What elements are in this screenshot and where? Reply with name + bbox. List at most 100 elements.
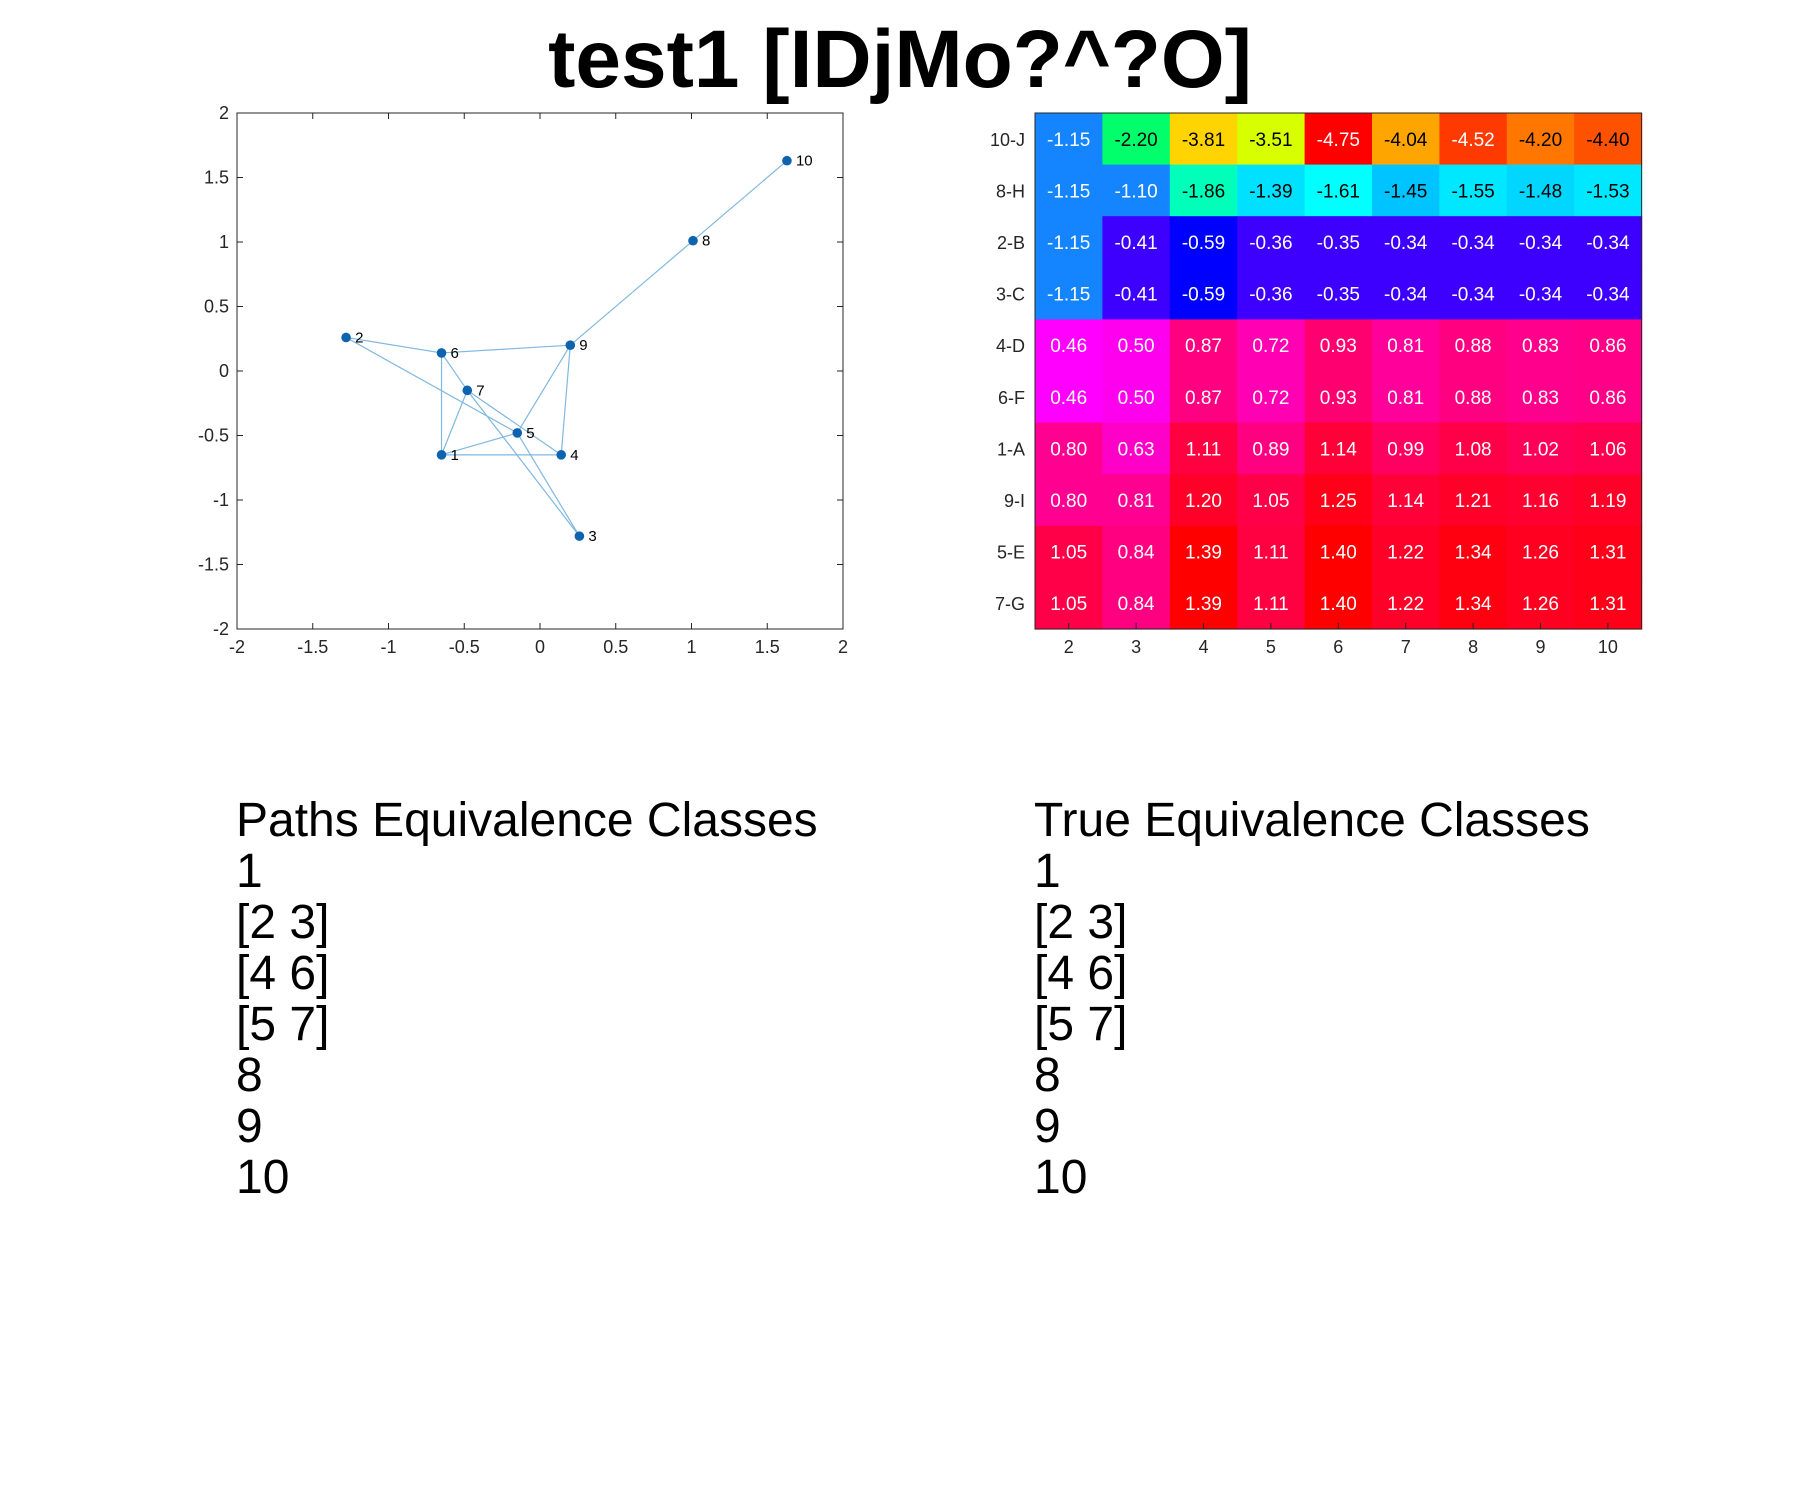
heatmap-cell xyxy=(1304,164,1373,217)
graph-edge xyxy=(441,352,468,391)
graph-node-label: 7 xyxy=(476,382,484,399)
graph-edge xyxy=(440,390,468,456)
heatmap-cell xyxy=(1506,371,1575,424)
heatmap-cell-label: -1.15 xyxy=(1047,285,1090,306)
graph-node xyxy=(436,450,447,460)
graph-node-label: 9 xyxy=(579,337,587,354)
heatmap-cell-label: -1.15 xyxy=(1047,233,1090,254)
heatmap-cell-label: 1.22 xyxy=(1387,594,1424,615)
heatmap-cell xyxy=(1304,267,1373,320)
heatmap-cell xyxy=(1439,422,1508,475)
heatmap-cell-label: 0.81 xyxy=(1118,491,1155,512)
heatmap-cell-label: -0.34 xyxy=(1451,233,1495,254)
heatmap-cell xyxy=(1439,164,1508,217)
heatmap-cell xyxy=(1372,422,1440,475)
y-tick-label: 2 xyxy=(219,103,229,123)
graph-node xyxy=(782,155,792,166)
graph-edge xyxy=(441,432,518,456)
heatmap-cell xyxy=(1237,577,1306,630)
graph-edge xyxy=(569,240,694,346)
heatmap-cell-label: -4.52 xyxy=(1451,130,1494,151)
heatmap-cell-label: -1.53 xyxy=(1586,181,1629,202)
heatmap-cell xyxy=(1035,216,1103,269)
heatmap-cell-label: -0.34 xyxy=(1586,233,1630,254)
graph-node xyxy=(574,531,585,541)
heatmap-cell-label: -3.51 xyxy=(1249,130,1292,151)
paths-equivalence-classes: Paths Equivalence Classes 1 [2 3] [4 6] … xyxy=(236,795,818,1203)
heatmap-cell-label: 0.88 xyxy=(1455,388,1492,409)
heatmap-cell xyxy=(1574,577,1643,630)
heatmap-cell-label: 1.40 xyxy=(1320,543,1357,564)
heatmap-cell-label: -0.34 xyxy=(1384,285,1428,306)
heatmap-cell-label: 0.87 xyxy=(1185,336,1222,357)
heatmap-row-label: 5-E xyxy=(997,543,1025,563)
heatmap-col-label: 7 xyxy=(1401,637,1411,657)
heatmap-cell xyxy=(1574,319,1643,372)
graph-node xyxy=(556,450,567,460)
heatmap-cell xyxy=(1372,267,1440,320)
y-tick-label: 0.5 xyxy=(204,297,229,317)
heatmap-cell xyxy=(1035,525,1103,578)
true-class-item: 8 xyxy=(1034,1049,1061,1102)
heatmap-cell xyxy=(1506,525,1575,578)
heatmap-cell xyxy=(1102,422,1171,475)
heatmap-cell xyxy=(1372,319,1440,372)
graph-node-label: 3 xyxy=(588,528,596,545)
graph-node xyxy=(688,235,698,246)
x-tick-label: 0.5 xyxy=(603,637,628,657)
heatmap-cell xyxy=(1237,371,1306,424)
heatmap-cell xyxy=(1574,267,1643,320)
heatmap-cell xyxy=(1304,113,1373,166)
heatmap-cell xyxy=(1102,525,1171,578)
heatmap-row-label: 10-J xyxy=(990,130,1025,150)
paths-class-item: [5 7] xyxy=(236,998,330,1051)
heatmap-cell-label: 1.22 xyxy=(1387,543,1424,564)
heatmap-cell xyxy=(1506,113,1575,166)
heatmap-cell-label: 0.83 xyxy=(1522,388,1559,409)
y-tick-label: 0 xyxy=(219,361,229,381)
graph-node-label: 1 xyxy=(451,447,459,464)
heatmap-cell xyxy=(1506,422,1575,475)
heatmap-cell xyxy=(1506,267,1575,320)
heatmap-cell-label: 1.02 xyxy=(1522,439,1559,460)
heatmap-cell xyxy=(1169,577,1238,630)
graph-node-label: 8 xyxy=(702,233,710,250)
heatmap-cell xyxy=(1169,474,1238,527)
heatmap-cell-label: 1.11 xyxy=(1253,543,1289,564)
graph-node xyxy=(512,428,523,438)
heatmap-col-label: 2 xyxy=(1064,637,1074,657)
x-tick-label: 1 xyxy=(686,637,696,657)
heatmap-row-label: 6-F xyxy=(998,388,1025,408)
heatmap-cell-label: 0.89 xyxy=(1252,439,1289,460)
heatmap-cell-label: -0.34 xyxy=(1384,233,1428,254)
graph-edge xyxy=(516,344,571,434)
heatmap-cell xyxy=(1372,577,1440,630)
heatmap-cell-label: 1.05 xyxy=(1252,491,1289,512)
heatmap-cell xyxy=(1035,164,1103,217)
heatmap-cell xyxy=(1439,577,1508,630)
heatmap-cell xyxy=(1035,371,1103,424)
heatmap-cell-label: -1.86 xyxy=(1182,181,1225,202)
heatmap-cell-label: -0.35 xyxy=(1317,285,1360,306)
heatmap-cell xyxy=(1574,113,1643,166)
heatmap-cell xyxy=(1574,371,1643,424)
heatmap-cell-label: 1.31 xyxy=(1589,594,1626,615)
heatmap-cell-label: 0.63 xyxy=(1118,439,1155,460)
heatmap-cell xyxy=(1439,319,1508,372)
heatmap-cell xyxy=(1506,577,1575,630)
heatmap-cell xyxy=(1372,216,1440,269)
heatmap-cell xyxy=(1102,267,1171,320)
heatmap-cell-label: 1.26 xyxy=(1522,543,1559,564)
graph-edge xyxy=(345,336,442,354)
heatmap-col-label: 4 xyxy=(1198,637,1208,657)
heatmap-cell xyxy=(1304,525,1373,578)
heatmap-cell-label: -0.34 xyxy=(1519,233,1563,254)
heatmap-cell xyxy=(1439,474,1508,527)
heatmap-col-label: 3 xyxy=(1131,637,1141,657)
true-equivalence-classes: True Equivalence Classes 1 [2 3] [4 6] [… xyxy=(1034,795,1590,1203)
heatmap-cell-label: 0.50 xyxy=(1118,336,1155,357)
heatmap-cell-label: 0.93 xyxy=(1320,388,1357,409)
heatmap-col-label: 10 xyxy=(1598,637,1618,657)
graph-node-label: 2 xyxy=(355,329,363,346)
heatmap-cell xyxy=(1237,422,1306,475)
